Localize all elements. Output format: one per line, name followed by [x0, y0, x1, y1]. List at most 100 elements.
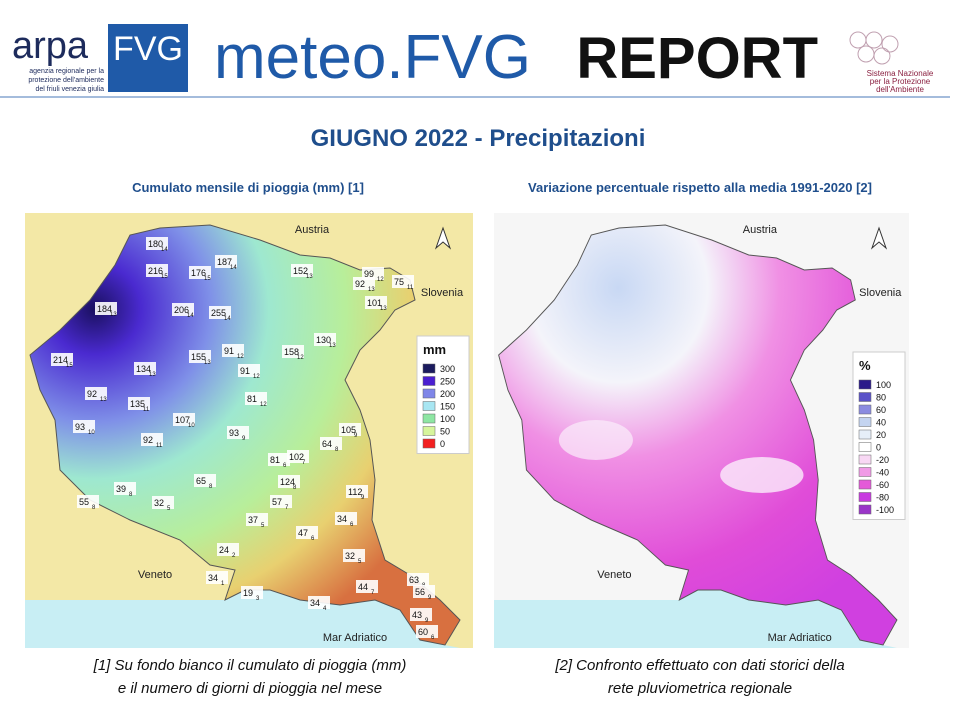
- station-days: 11: [407, 285, 414, 291]
- station-days: 8: [293, 485, 297, 491]
- legend-label: 0: [440, 439, 445, 449]
- station: 816: [268, 453, 290, 469]
- station-box: [241, 586, 263, 599]
- station-value: 255: [211, 308, 226, 318]
- station-days: 12: [377, 277, 384, 283]
- station-value: 64: [322, 439, 332, 449]
- legend-label: 50: [440, 427, 450, 437]
- legend-label: 0: [876, 443, 881, 453]
- legend-swatch: [858, 379, 872, 390]
- station: 569: [413, 585, 435, 601]
- station-box: [189, 266, 211, 279]
- station-box: [362, 267, 384, 280]
- logo-arpa: ARPA: [12, 25, 89, 67]
- station-box: [343, 549, 365, 562]
- legend-title: %: [859, 358, 871, 373]
- station-days: 13: [110, 312, 117, 318]
- station-value: 180: [148, 239, 163, 249]
- station-value: 112: [348, 487, 362, 497]
- station-value: 92: [355, 279, 365, 289]
- station-box: [278, 475, 300, 488]
- snpa-text: dell'Ambiente: [876, 85, 924, 94]
- station-value: 81: [270, 455, 280, 465]
- station-days: 13: [306, 274, 313, 280]
- station-value: 60: [418, 627, 428, 637]
- station-value: 99: [364, 269, 374, 279]
- legend-swatch: [858, 417, 872, 427]
- station-box: [365, 296, 387, 309]
- station-box: [172, 303, 194, 316]
- legend-swatch: [858, 429, 872, 440]
- station-value: 124: [280, 477, 295, 487]
- logo-bg: [8, 22, 106, 70]
- station-box: [410, 608, 432, 621]
- station-days: 3: [256, 596, 260, 602]
- legend-label: 300: [440, 364, 455, 374]
- station-days: 8: [129, 492, 133, 498]
- station-days: 14: [230, 265, 237, 271]
- station-days: 11: [156, 443, 163, 449]
- station-box: [206, 571, 228, 584]
- logo-fvg-bg: [108, 24, 188, 92]
- station-box: [85, 387, 107, 400]
- legend-swatch: [858, 467, 872, 477]
- station-days: 12: [237, 354, 244, 360]
- station-days: 13: [329, 343, 336, 349]
- station-days: 13: [204, 360, 211, 366]
- station-value: 43: [412, 610, 422, 620]
- caption: rete pluviometrica regionale: [608, 680, 792, 697]
- station-days: 8: [209, 484, 213, 490]
- station-value: 130: [316, 335, 331, 345]
- station-box: [146, 237, 168, 250]
- station-box: [217, 543, 239, 556]
- station-days: 13: [380, 306, 387, 312]
- station-days: 5: [261, 523, 265, 529]
- geography: [494, 224, 898, 648]
- station-value: 91: [224, 346, 234, 356]
- station-days: 13: [368, 287, 375, 293]
- station-value: 34: [310, 598, 320, 608]
- station-value: 91: [240, 366, 250, 376]
- legend-label: 100: [876, 380, 891, 390]
- station-value: 93: [229, 428, 239, 438]
- legend-label: 100: [440, 414, 455, 424]
- station-value: 105: [341, 425, 356, 435]
- station-days: 8: [335, 447, 339, 453]
- station-box: [296, 526, 318, 539]
- station-days: 4: [323, 606, 327, 612]
- logo-tagline: agenzia regionale per la: [29, 68, 104, 75]
- station-days: 13: [100, 397, 107, 403]
- station-box: [95, 302, 117, 315]
- sea: [25, 590, 460, 648]
- station-value: 102: [289, 452, 304, 462]
- legend-swatch: [422, 376, 436, 386]
- station-box: [346, 485, 368, 498]
- station-box: [51, 353, 73, 366]
- station-value: 152: [293, 266, 308, 276]
- north-arrow: [870, 226, 888, 250]
- snpa-text: Sistema Nazionale: [867, 69, 934, 78]
- station-days: 1: [221, 581, 225, 587]
- legend-label: 250: [440, 377, 455, 387]
- station-value: 93: [75, 422, 85, 432]
- station-value: 184: [97, 304, 112, 314]
- station-days: 7: [371, 590, 375, 596]
- station-value: 44: [358, 582, 368, 592]
- station-box: [146, 264, 168, 277]
- logo-fvg: FVG: [113, 30, 183, 68]
- station-value: 34: [337, 514, 347, 524]
- station-value: 63: [409, 575, 419, 585]
- legend-label: 40: [876, 418, 886, 428]
- station-box: [392, 275, 414, 288]
- place-label: Veneto: [138, 569, 172, 581]
